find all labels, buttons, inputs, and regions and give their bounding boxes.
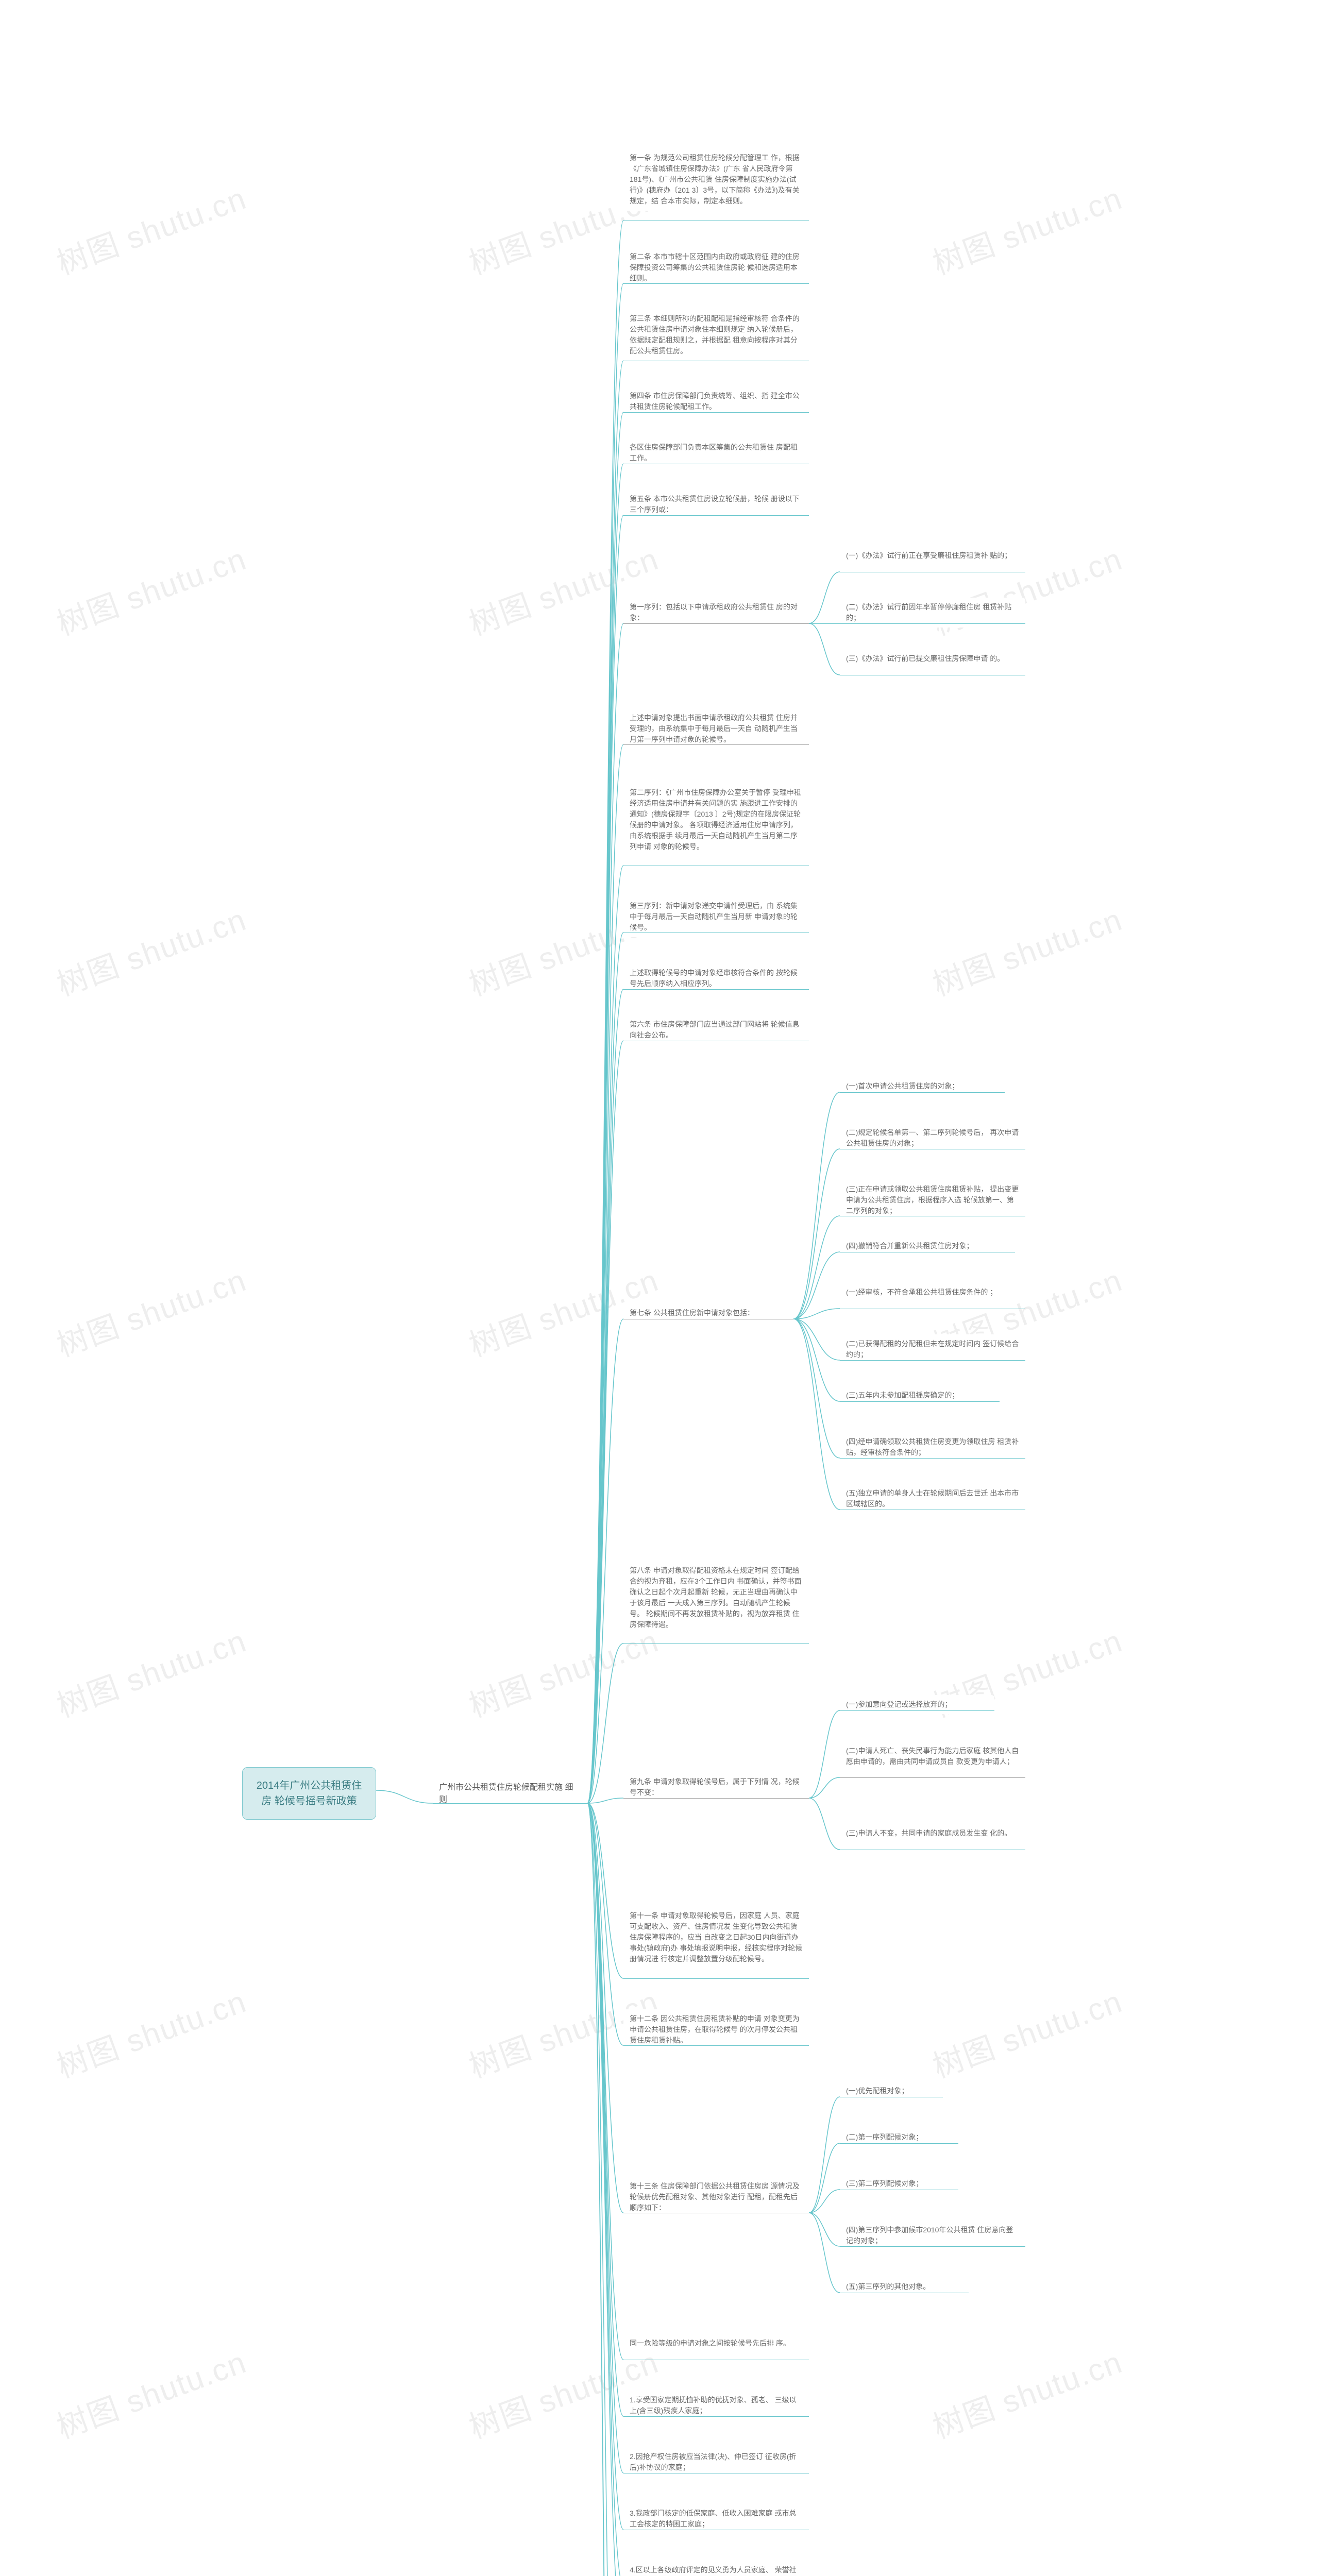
watermark: 树图 shutu.cn: [50, 1616, 252, 1726]
node-underline: [840, 1458, 1025, 1459]
mindmap-node: 广州市公共租赁住房轮候配租实施 细则: [433, 1777, 587, 1810]
node-underline: [623, 515, 809, 516]
mindmap-node: (三)申请人不变，共同申请的家庭成员发生变 化的。: [840, 1824, 1025, 1843]
watermark: 树图 shutu.cn: [50, 2337, 252, 2448]
watermark: 树图 shutu.cn: [462, 534, 664, 645]
node-underline: [623, 744, 809, 745]
mindmap-node: (一)《办法》试行前正在享受廉租住房租赁补 贴的；: [840, 546, 1025, 565]
watermark: 树图 shutu.cn: [50, 1256, 252, 1366]
node-underline: [623, 283, 809, 284]
mindmap-node: (三)五年内未参加配租摇房确定的；: [840, 1386, 1000, 1405]
mindmap-node: (三)正在申请或领取公共租赁住房租赁补贴， 提出变更申请为公共租赁住房，根据程序…: [840, 1180, 1025, 1221]
node-underline: [623, 1798, 809, 1799]
mindmap-node: 上述申请对象提出书面申请承租政府公共租赁 住房并受理的，由系统集中于每月最后一天…: [623, 708, 809, 749]
node-underline: [840, 1360, 1025, 1361]
node-underline: [840, 2143, 958, 2144]
mindmap-node: 第八条 申请对象取得配租资格未在规定时间 签订配给合约视为弃租，应在3个工作日内…: [623, 1561, 809, 1634]
node-underline: [623, 1978, 809, 1979]
mindmap-node: (二)申请人死亡、丧失民事行为能力后家庭 核其他人自愿由申请的，需由共同申请成员…: [840, 1741, 1025, 1771]
mindmap-node: (五)第三序列的其他对象。: [840, 2277, 969, 2296]
node-underline: [623, 989, 809, 990]
mindmap-node: (一)参加意向登记或选择放弃的；: [840, 1695, 994, 1714]
mindmap-node: (三)《办法》试行前已提交廉租住房保障申请 的。: [840, 649, 1025, 668]
mindmap-node: 第二序列：《广州市住房保障办公室关于暂停 受理申租经济适用住房申请并有关问题的实…: [623, 783, 809, 856]
mindmap-node: 第十二条 因公共租赁住房租赁补贴的申请 对象变更为申请公共租赁住房，在取得轮候号…: [623, 2009, 809, 2050]
watermark: 树图 shutu.cn: [926, 895, 1128, 1005]
watermark: 树图 shutu.cn: [926, 2337, 1128, 2448]
mindmap-node: 4.区以上各级政府评定的见义勇为人员家庭、 荣誉社以上劳政府表彰的劳动模范；: [623, 2561, 809, 2576]
mindmap-node: 第三条 本细则所称的配租配租是指经审核符 合条件的公共租赁住房申请对象住本细则规…: [623, 309, 809, 361]
node-underline: [840, 1401, 1000, 1402]
node-underline: [623, 2416, 809, 2417]
watermark: 树图 shutu.cn: [50, 174, 252, 284]
mindmap-node: 第十一条 申请对象取得轮候号后，因家庭 人员、家庭可支配收入、资产、住房情况发 …: [623, 1906, 809, 1969]
mindmap-node: (二)第一序列配候对象；: [840, 2128, 958, 2147]
mindmap-root: 2014年广州公共租赁住房 轮候号摇号新政策: [242, 1767, 376, 1820]
mindmap-node: (一)经审核，不符合承租公共租赁住房条件的 ；: [840, 1283, 1025, 1302]
mindmap-node: 第三序列：新申请对象递交申请件受理后，由 系统集中于每月最后一天自动随机产生当月…: [623, 896, 809, 937]
watermark: 树图 shutu.cn: [50, 1977, 252, 2087]
mindmap-node: 同一危险等级的申请对象之间按轮候号先后排 序。: [623, 2334, 809, 2353]
mindmap-node: 第二条 本市市辖十区范围内由政府或政府征 建的住房保障投资公司筹集的公共租赁住房…: [623, 247, 809, 288]
node-underline: [840, 1777, 1025, 1778]
node-underline: [623, 412, 809, 413]
watermark: 树图 shutu.cn: [926, 174, 1128, 284]
watermark: 树图 shutu.cn: [926, 1977, 1128, 2087]
watermark: 树图 shutu.cn: [50, 895, 252, 1005]
mindmap-node: 第七条 公共租赁住房新申请对象包括：: [623, 1303, 793, 1323]
node-underline: [840, 1092, 1005, 1093]
node-underline: [623, 2045, 809, 2046]
node-underline: [840, 1710, 994, 1711]
node-underline: [840, 2246, 1025, 2247]
mindmap-node: 第一条 为规范公司租赁住房轮候分配管理工 作，根据《广东省城镇住房保障办法》(广…: [623, 148, 809, 211]
mindmap-node: 第十三条 住房保障部门依据公共租赁住房房 源情况及轮候册优先配租对象、其他对象进…: [623, 2177, 809, 2217]
node-underline: [433, 1803, 587, 1804]
mindmap-node: (一)首次申请公共租赁住房的对象；: [840, 1077, 1005, 1096]
node-underline: [623, 1643, 809, 1644]
mindmap-node: (四)撤销符合并重新公共租赁住房对象；: [840, 1236, 1015, 1256]
node-underline: [840, 623, 1025, 624]
node-underline: [623, 623, 809, 624]
mindmap-node: (一)优先配租对象；: [840, 2081, 943, 2100]
watermark: 树图 shutu.cn: [50, 534, 252, 645]
mindmap-node: (三)第二序列配候对象；: [840, 2174, 958, 2193]
